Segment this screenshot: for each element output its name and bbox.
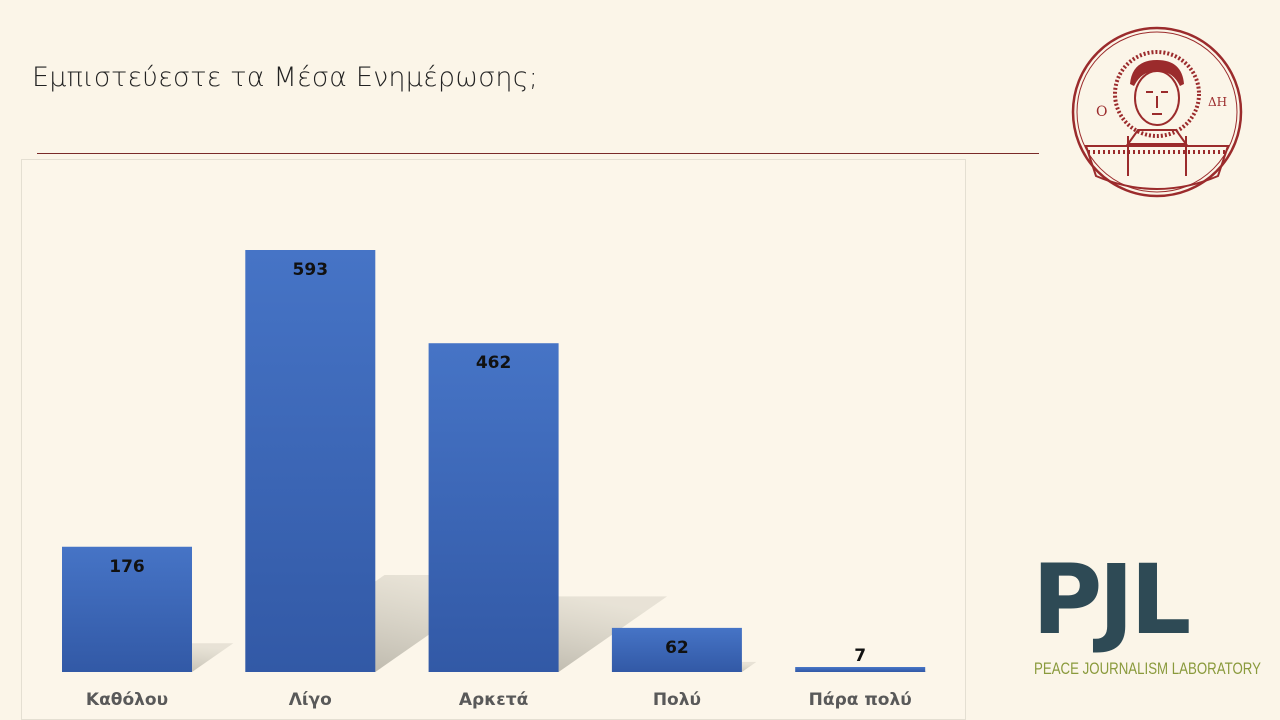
data-label: 176 [109, 557, 145, 577]
bar-0 [62, 546, 192, 672]
data-label: 62 [665, 638, 689, 658]
category-label: Καθόλου [86, 690, 168, 710]
category-label: Πολύ [653, 690, 701, 710]
bar-4 [795, 667, 926, 672]
bar-3 [611, 627, 742, 672]
svg-text:ΔΗ: ΔΗ [1208, 95, 1227, 109]
data-label: 593 [293, 260, 329, 280]
title-divider [37, 153, 1039, 154]
data-label: 462 [476, 353, 512, 373]
bar-2 [428, 343, 559, 672]
svg-text:Ο: Ο [1096, 104, 1107, 120]
university-seal-logo: Ο ΔΗ [1071, 26, 1243, 198]
bar-1 [245, 250, 376, 672]
category-label: Λίγο [289, 690, 332, 710]
category-label: Πάρα πολύ [809, 690, 912, 710]
data-label: 7 [854, 646, 866, 666]
pjl-logo-text: PEACE JOURNALISM LABORATORY [1034, 659, 1261, 678]
slide-title: Εμπιστεύεστε τα Μέσα Ενημέρωσης; [32, 62, 539, 93]
category-label: Αρκετά [459, 690, 528, 710]
pjl-logo: PJL [1032, 544, 1191, 656]
